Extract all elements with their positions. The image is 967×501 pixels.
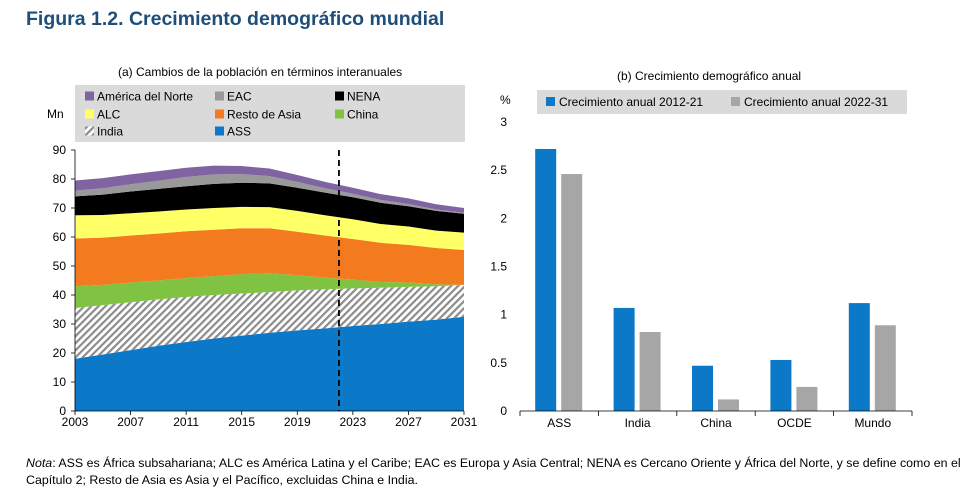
area-ass (75, 316, 464, 411)
y-tick-label: 90 (53, 143, 67, 157)
chart-a-legend-bg (75, 85, 465, 142)
y-tick-label: 0.5 (490, 356, 507, 370)
population-change-area-chart: 0 10 20 30 40 50 60 70 80 90 Mn 2003 2007 2011 2015 201… (47, 85, 478, 429)
panel-b-title: (b) Crecimiento demográfico anual (617, 69, 802, 83)
y-axis-unit: % (500, 93, 511, 107)
area-china (75, 273, 464, 309)
bar-india-series_2022_31 (639, 332, 661, 411)
legend-label-nena: NENA (347, 90, 380, 104)
y-tick-label: 10 (53, 375, 67, 389)
legend-label-alc: ALC (97, 108, 121, 122)
area-india (75, 284, 464, 359)
area-eac (75, 174, 464, 214)
x-tick-label: Mundo (854, 416, 891, 430)
y-tick-label: 20 (53, 346, 67, 360)
y-tick-label: 80 (53, 172, 67, 186)
bar-ass-series_2012_21 (535, 148, 557, 411)
bar-mundo-series_2022_31 (874, 325, 896, 411)
bar-ocde-series_2022_31 (796, 386, 818, 411)
bar-ass-series_2022_31 (561, 174, 583, 411)
x-tick-label: 2023 (340, 415, 367, 429)
x-tick-label: OCDE (777, 416, 812, 430)
bar-china-series_2022_31 (718, 399, 739, 411)
legend-swatch-resto-de-asia (215, 109, 224, 119)
y-tick-label: 2 (500, 211, 507, 225)
legend-swatch-series_2012_21 (546, 97, 555, 106)
figure-title: Figura 1.2. Crecimiento demográfico mund… (26, 8, 445, 30)
legend-swatch-alc (85, 109, 94, 119)
y-tick-label: 0 (59, 404, 66, 418)
y-tick-label: 1.5 (490, 260, 507, 274)
legend-swatch-eac (215, 91, 224, 101)
y-tick-label: 70 (53, 201, 67, 215)
area-america-del-norte (75, 165, 464, 213)
legend-swatch-america-del-norte (85, 91, 94, 101)
y-tick-label: 3 (500, 115, 507, 129)
y-tick-label: 0 (500, 404, 507, 418)
legend-swatch-china (335, 109, 344, 119)
x-tick-label: 2027 (395, 415, 422, 429)
bar-india-series_2012_21 (613, 307, 635, 411)
x-tick-label: India (625, 416, 651, 430)
legend-swatch-series_2022_31 (731, 97, 740, 106)
y-tick-label: 50 (53, 259, 67, 273)
x-tick-label: China (700, 416, 732, 430)
note-label: Nota (26, 456, 53, 470)
bar-mundo-series_2012_21 (848, 303, 870, 411)
x-tick-label: 2019 (284, 415, 311, 429)
legend-label-eac: EAC (227, 90, 252, 104)
y-axis-unit: Mn (47, 107, 64, 121)
x-tick-label: 2015 (228, 415, 255, 429)
y-tick-label: 30 (53, 317, 67, 331)
x-tick-label: 2011 (173, 415, 199, 429)
note-text: : ASS es África subsahariana; ALC es Amé… (26, 456, 961, 487)
chart-b-legend-bg (537, 90, 907, 114)
x-tick-label: 2003 (62, 415, 89, 429)
x-tick-label: 2031 (451, 415, 478, 429)
legend-label-series_2012_21: Crecimiento anual 2012-21 (559, 95, 703, 109)
area-alc (75, 206, 464, 251)
area-nena (75, 182, 464, 233)
legend-label-resto-de-asia: Resto de Asia (227, 108, 301, 122)
bar-china-series_2012_21 (692, 365, 713, 411)
y-tick-label: 40 (53, 288, 67, 302)
y-tick-label: 2.5 (490, 163, 507, 177)
y-tick-label: 60 (53, 230, 67, 244)
legend-swatch-ass (215, 126, 224, 136)
x-tick-label: ASS (547, 416, 571, 430)
legend-label-series_2022_31: Crecimiento anual 2022-31 (744, 95, 888, 109)
legend-swatch-nena (335, 91, 344, 101)
area-resto-de-asia (75, 228, 464, 287)
legend-swatch-india (85, 126, 94, 136)
legend-label-india: India (97, 125, 123, 139)
y-tick-label: 1 (500, 308, 507, 322)
legend-label-china: China (347, 108, 379, 122)
x-tick-label: 2007 (117, 415, 144, 429)
legend-label-ass: ASS (227, 125, 251, 139)
legend-label-america-del-norte: América del Norte (97, 90, 193, 104)
bar-ocde-series_2012_21 (770, 359, 792, 411)
figure-note: Nota: ASS es África subsahariana; ALC es… (26, 455, 961, 489)
panel-a-title: (a) Cambios de la población en términos … (118, 65, 403, 79)
